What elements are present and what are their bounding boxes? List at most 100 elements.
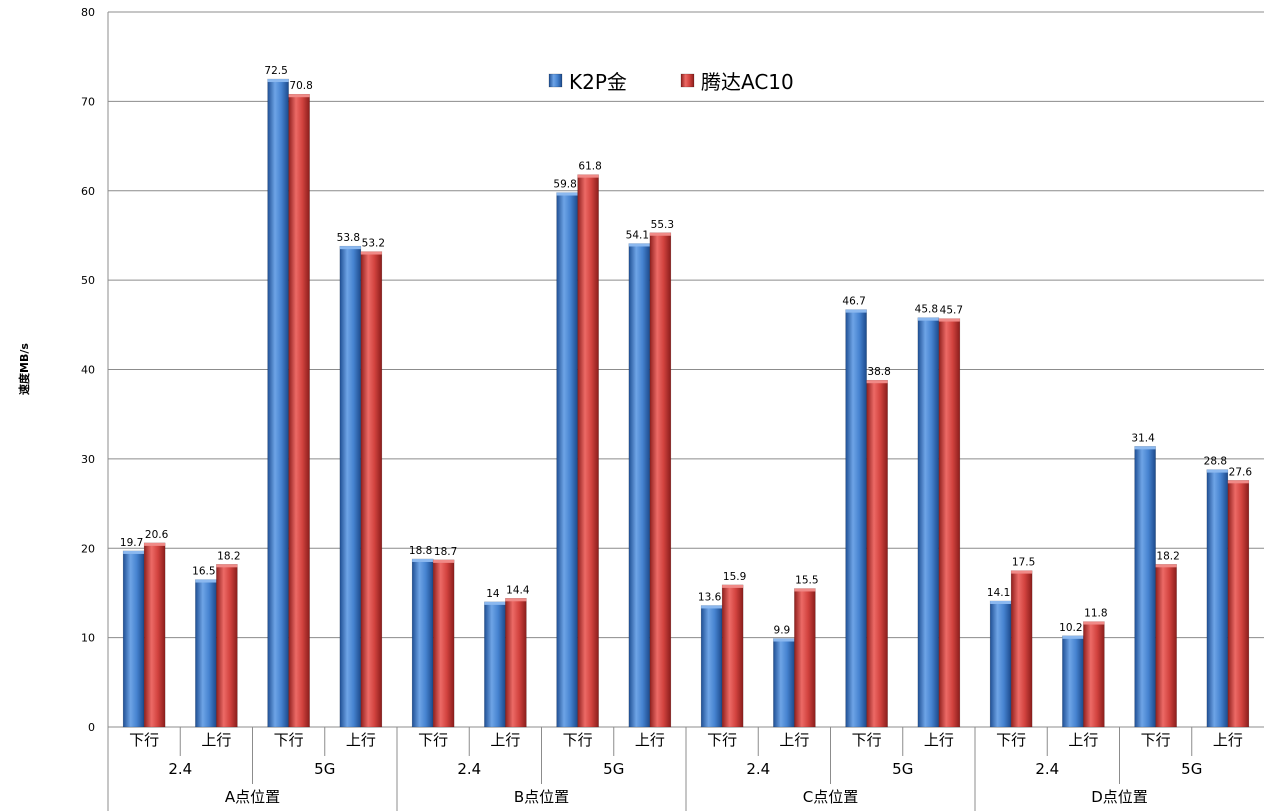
category-label: 上行 xyxy=(635,731,665,749)
bar-k2p xyxy=(411,558,434,728)
bar-k2p xyxy=(556,192,578,728)
data-label: 28.8 xyxy=(1204,456,1227,468)
y-tick-label: 10 xyxy=(81,632,95,645)
bar-cap xyxy=(845,309,867,313)
bar-cap xyxy=(649,232,671,236)
bar-cap xyxy=(216,564,238,568)
category-label: 上行 xyxy=(779,731,809,749)
band-label: 5G xyxy=(603,760,624,778)
data-label: 46.7 xyxy=(842,296,865,308)
data-label: 14 xyxy=(486,588,500,600)
bar-cap xyxy=(123,550,145,554)
bar-ac10 xyxy=(288,93,310,728)
bar-cap xyxy=(917,317,939,321)
bar-k2p xyxy=(773,638,795,728)
bar-k2p xyxy=(484,601,506,728)
bar-cap xyxy=(412,558,434,562)
category-label: 上行 xyxy=(201,731,231,749)
bar-cap xyxy=(866,380,888,384)
legend: K2P金 腾达AC10 xyxy=(548,70,794,94)
category-label: 上行 xyxy=(490,731,520,749)
category-label: 下行 xyxy=(418,731,448,749)
y-axis-label: 速度MB/s xyxy=(17,343,31,395)
data-label: 59.8 xyxy=(553,179,576,191)
data-label: 45.8 xyxy=(915,304,938,316)
legend-label: K2P金 xyxy=(569,70,627,94)
data-label: 45.7 xyxy=(940,305,963,317)
data-labels: 19.720.616.518.272.570.853.8 53.218.8 18.7… xyxy=(120,65,1252,636)
bar-ac10 xyxy=(721,584,744,728)
bar-ac10 xyxy=(505,598,527,728)
category-label: 下行 xyxy=(1141,731,1171,749)
data-label: 15.5 xyxy=(795,574,818,586)
y-axis-ticks: 0 10 20 30 40 50 60 70 80 xyxy=(81,6,95,734)
bar-ac10 xyxy=(649,232,672,728)
bar-cap xyxy=(938,318,960,322)
bar-ac10 xyxy=(432,559,455,728)
bar-ac10 xyxy=(143,542,166,728)
bar-k2p xyxy=(1062,635,1084,728)
data-label: 9.9 xyxy=(774,625,791,637)
bar-ac10 xyxy=(360,251,383,728)
data-label: 14.1 xyxy=(987,587,1010,599)
bar-cap xyxy=(990,600,1012,604)
category-label: 上行 xyxy=(346,731,376,749)
bar-ac10 xyxy=(866,379,888,728)
bar-cap xyxy=(628,243,650,247)
bars xyxy=(122,78,1250,728)
bar-cap xyxy=(1011,570,1033,574)
category-label: 下行 xyxy=(707,731,737,749)
y-tick-label: 70 xyxy=(81,95,95,108)
band-label: 5G xyxy=(314,760,335,778)
bar-k2p xyxy=(845,309,867,728)
bar-k2p xyxy=(339,245,362,728)
data-label: 19.7 xyxy=(120,537,143,549)
bar-cap xyxy=(556,192,578,196)
bar-cap xyxy=(433,559,455,563)
bar-k2p xyxy=(1206,469,1229,728)
bar-ac10 xyxy=(794,588,816,728)
bar-cap xyxy=(794,588,816,592)
group-label: A点位置 xyxy=(225,788,280,806)
band-label: 5G xyxy=(892,760,913,778)
bar-k2p xyxy=(628,243,651,728)
bar-ac10 xyxy=(216,564,238,728)
category-label: 下行 xyxy=(274,731,304,749)
bar-cap xyxy=(144,542,166,546)
bar-cap xyxy=(1155,564,1177,568)
bar-cap xyxy=(773,638,795,642)
category-label: 上行 xyxy=(1068,731,1098,749)
bar-k2p xyxy=(917,317,940,728)
group-label: C点位置 xyxy=(803,788,858,806)
y-tick-label: 40 xyxy=(81,364,95,377)
band-label: 2.4 xyxy=(746,760,770,778)
bar-cap xyxy=(1083,621,1105,625)
band-label: 5G xyxy=(1181,760,1202,778)
band-label: 2.4 xyxy=(457,760,481,778)
y-tick-label: 30 xyxy=(81,453,95,466)
bar-cap xyxy=(288,94,310,98)
data-label: 16.5 xyxy=(192,566,215,578)
bar-ac10 xyxy=(1227,480,1250,728)
y-tick-label: 0 xyxy=(88,721,95,734)
bar-cap xyxy=(267,79,289,83)
data-label: 70.8 xyxy=(289,80,312,92)
bar-ac10 xyxy=(577,174,599,728)
bar-cap xyxy=(505,598,527,602)
group-label: D点位置 xyxy=(1091,788,1148,806)
legend-label: 腾达AC10 xyxy=(701,70,794,94)
data-label: 20.6 xyxy=(145,529,169,541)
data-label: 18.7 xyxy=(434,546,457,558)
data-label: 54.1 xyxy=(626,229,649,241)
y-tick-label: 60 xyxy=(81,185,95,198)
data-label: 55.3 xyxy=(651,219,674,231)
data-label: 31.4 xyxy=(1131,432,1155,444)
data-label: 15.9 xyxy=(723,571,746,583)
bar-ac10 xyxy=(1083,621,1105,728)
band-label: 2.4 xyxy=(1035,760,1059,778)
bar-cap xyxy=(1134,446,1156,450)
data-label: 17.5 xyxy=(1012,557,1035,569)
bar-k2p xyxy=(700,605,723,728)
category-label: 下行 xyxy=(852,731,882,749)
